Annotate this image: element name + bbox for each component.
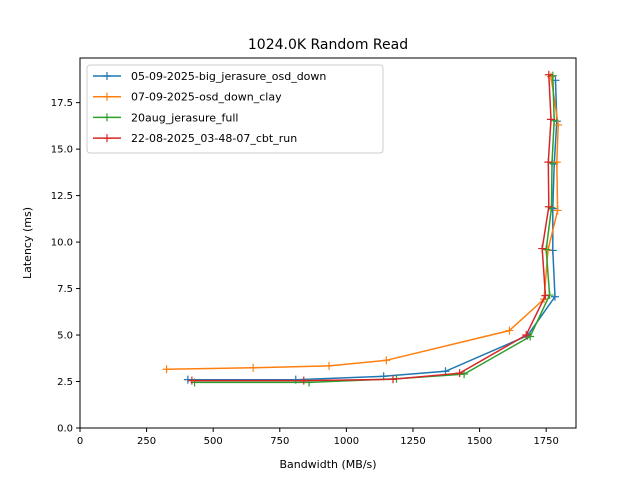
legend-label: 07-09-2025-osd_down_clay xyxy=(131,91,282,104)
y-tick-label: 17.5 xyxy=(51,98,73,109)
data-point xyxy=(538,244,547,253)
x-tick-label: 1250 xyxy=(400,436,425,447)
y-tick-label: 15.0 xyxy=(51,145,73,156)
series-layer xyxy=(162,70,563,387)
data-point xyxy=(548,71,557,80)
data-point xyxy=(553,206,562,215)
data-point xyxy=(552,158,561,167)
x-tick-label: 0 xyxy=(77,436,83,447)
legend-item: 22-08-2025_03-48-07_cbt_run xyxy=(93,132,297,145)
data-point xyxy=(544,202,553,211)
legend-label: 20aug_jerasure_full xyxy=(131,111,239,124)
legend-label: 22-08-2025_03-48-07_cbt_run xyxy=(131,132,297,145)
data-point xyxy=(388,375,397,384)
data-point xyxy=(546,115,555,124)
y-tick-label: 10.0 xyxy=(51,238,73,249)
x-tick-label: 250 xyxy=(137,436,156,447)
legend-item: 05-09-2025-big_jerasure_osd_down xyxy=(93,70,326,83)
y-tick-label: 12.5 xyxy=(51,191,73,202)
data-point xyxy=(505,326,514,335)
data-point xyxy=(526,332,535,341)
chart-title: 1024.0K Random Read xyxy=(248,37,408,53)
data-point xyxy=(550,292,559,301)
y-tick-label: 0.0 xyxy=(57,424,73,435)
x-axis: 0 250 500 750 1000 1250 1500 1750 xyxy=(77,428,559,447)
x-tick-label: 1500 xyxy=(467,436,492,447)
data-point xyxy=(544,70,553,79)
y-tick-label: 2.5 xyxy=(57,377,73,388)
legend-item: 07-09-2025-osd_down_clay xyxy=(93,91,282,104)
x-axis-title: Bandwidth (MB/s) xyxy=(279,458,376,471)
x-tick-label: 1750 xyxy=(533,436,558,447)
data-point xyxy=(299,376,308,385)
data-point xyxy=(548,159,557,168)
legend-marker xyxy=(103,72,111,80)
data-point xyxy=(548,204,557,213)
data-point xyxy=(544,158,553,167)
data-point xyxy=(249,363,258,372)
legend-item: 20aug_jerasure_full xyxy=(93,111,239,124)
y-axis: 0.0 2.5 5.0 7.5 10.0 12.5 15.0 17.5 xyxy=(51,98,80,435)
data-point xyxy=(522,331,531,340)
legend-box xyxy=(86,64,384,154)
plot-frame xyxy=(79,57,577,429)
y-tick-label: 7.5 xyxy=(57,284,73,295)
x-tick-label: 500 xyxy=(204,436,223,447)
data-point xyxy=(542,245,551,254)
legend-marker xyxy=(103,113,111,122)
data-point xyxy=(554,120,563,129)
data-point xyxy=(455,369,464,378)
legend-label: 05-09-2025-big_jerasure_osd_down xyxy=(131,70,326,83)
legend-marker xyxy=(103,92,111,101)
x-tick-label: 750 xyxy=(270,436,289,447)
data-point xyxy=(382,356,391,365)
series-22-08-2025_03-48-07_cbt_run xyxy=(187,70,555,385)
data-point xyxy=(162,365,171,374)
x-tick-label: 1000 xyxy=(334,436,359,447)
y-tick-label: 5.0 xyxy=(57,331,73,342)
legend-marker xyxy=(103,134,111,143)
data-point xyxy=(325,361,334,370)
data-point xyxy=(541,291,550,300)
data-point xyxy=(183,375,192,384)
legend: 05-09-2025-big_jerasure_osd_down 07-09-20… xyxy=(86,64,384,154)
data-point xyxy=(187,376,196,385)
y-axis-title: Latency (ms) xyxy=(21,207,34,279)
